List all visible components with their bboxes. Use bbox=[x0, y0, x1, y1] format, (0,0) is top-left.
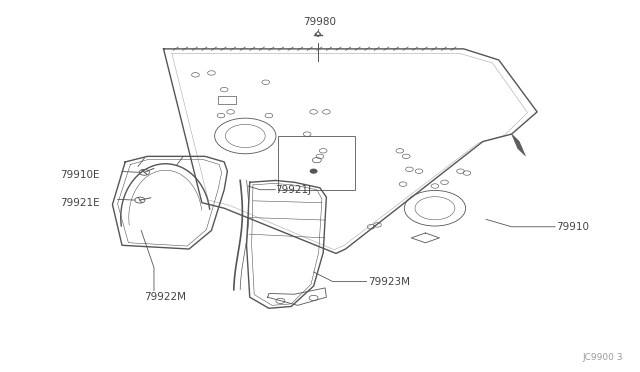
Text: JC9900 3: JC9900 3 bbox=[583, 353, 623, 362]
Text: 79910E: 79910E bbox=[60, 170, 100, 180]
Text: 79923M: 79923M bbox=[368, 278, 410, 287]
Text: 79910: 79910 bbox=[556, 222, 589, 232]
Text: 79922M: 79922M bbox=[145, 292, 186, 302]
Bar bbox=[218, 96, 236, 105]
Text: 79980: 79980 bbox=[303, 17, 337, 27]
Text: 79921J: 79921J bbox=[275, 185, 312, 195]
Circle shape bbox=[310, 169, 317, 173]
Text: 79921E: 79921E bbox=[60, 198, 100, 208]
Bar bbox=[278, 136, 355, 190]
